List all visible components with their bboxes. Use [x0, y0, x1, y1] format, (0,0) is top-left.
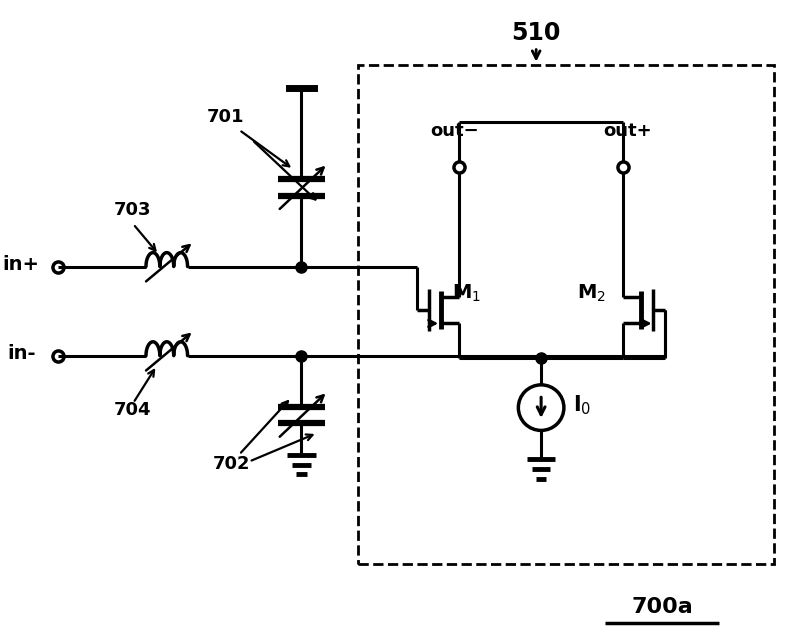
Text: 704: 704 — [114, 401, 150, 419]
Text: in-: in- — [7, 344, 35, 363]
Text: 702: 702 — [212, 454, 250, 473]
Text: 703: 703 — [114, 201, 150, 219]
Bar — [358, 66, 774, 563]
Text: out−: out− — [430, 122, 479, 140]
Text: I$_0$: I$_0$ — [573, 394, 591, 417]
Text: M$_2$: M$_2$ — [577, 282, 606, 304]
Text: out+: out+ — [603, 122, 651, 140]
Text: 700a: 700a — [631, 597, 693, 617]
Text: M$_1$: M$_1$ — [452, 282, 481, 304]
Text: in+: in+ — [2, 255, 40, 274]
Text: 510: 510 — [511, 21, 561, 45]
Text: 701: 701 — [206, 108, 244, 126]
